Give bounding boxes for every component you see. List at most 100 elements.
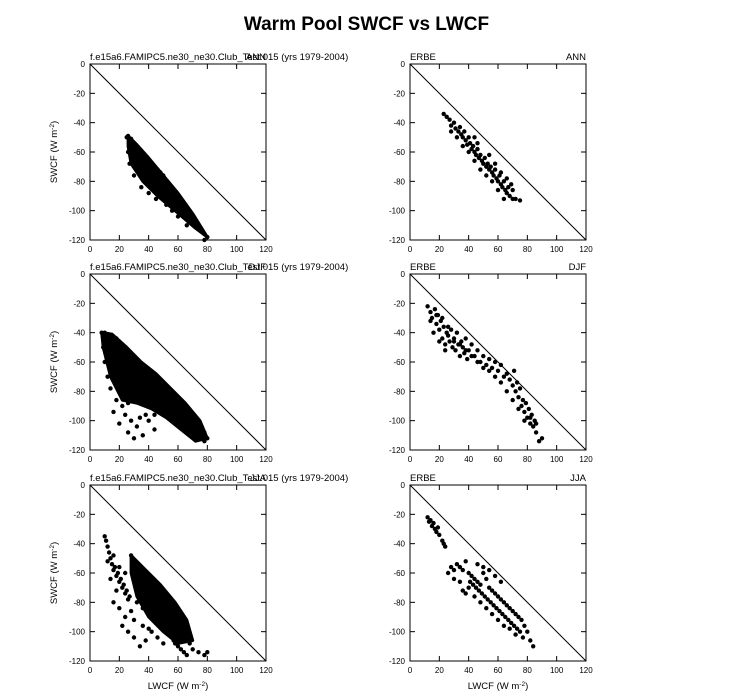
data-point (481, 161, 486, 166)
data-point (131, 436, 137, 441)
data-point (184, 424, 189, 429)
data-point (467, 579, 473, 584)
data-point (187, 409, 192, 415)
data-point (181, 412, 187, 417)
data-point (460, 588, 465, 593)
data-point (443, 342, 448, 347)
data-point (509, 620, 514, 626)
y-axis-label-exponent: -2 (49, 124, 56, 130)
panel-season-label: ANN (246, 52, 266, 63)
data-point (478, 600, 483, 605)
data-point (167, 412, 172, 417)
data-point (463, 348, 468, 353)
data-point (434, 321, 439, 327)
x-tick-label: 120 (259, 455, 273, 464)
x-tick-label: 120 (579, 245, 593, 254)
y-tick-label: -60 (393, 358, 405, 367)
data-point (161, 400, 166, 406)
data-point (487, 585, 492, 590)
y-tick-label: -60 (393, 148, 405, 157)
panel-left-label: ERBE (410, 473, 436, 484)
x-tick-label: 80 (203, 245, 212, 254)
data-point (175, 214, 181, 219)
data-point (131, 380, 137, 385)
data-point (469, 342, 474, 347)
data-point (492, 167, 498, 172)
data-point (143, 638, 148, 643)
y-tick-label: -40 (73, 329, 85, 338)
data-point (498, 380, 504, 385)
y-axis-label-text: SWCF (W m (49, 551, 60, 604)
x-axis-label-exponent: -2 (519, 681, 525, 688)
data-point (187, 208, 192, 213)
data-point (425, 304, 430, 309)
data-point (124, 588, 129, 593)
y-tick-label: 0 (401, 270, 406, 279)
data-point (178, 208, 184, 213)
x-tick-label: 0 (88, 245, 93, 254)
x-tick-label: 20 (115, 666, 124, 675)
data-point (102, 359, 107, 365)
data-point (435, 525, 441, 530)
data-point (432, 307, 438, 312)
data-point (134, 374, 140, 379)
y-tick-label: -20 (73, 89, 85, 98)
data-point (161, 383, 166, 388)
data-point (482, 155, 487, 161)
y-tick-label: -60 (73, 358, 85, 367)
x-tick-label: 80 (203, 666, 212, 675)
one-to-one-line (89, 63, 267, 241)
panel-left-label: ERBE (410, 52, 436, 63)
data-point (495, 179, 501, 184)
data-point (131, 141, 137, 146)
data-point (517, 198, 523, 203)
data-point (445, 570, 451, 576)
figure-title: Warm Pool SWCF vs LWCF (243, 14, 490, 35)
data-point (149, 185, 154, 190)
data-point (202, 231, 207, 237)
x-tick-label: 20 (115, 245, 124, 254)
data-point (134, 424, 140, 429)
data-point (454, 330, 460, 335)
y-axis-label: SWCF (W m-2) (49, 542, 61, 604)
data-point (112, 564, 118, 570)
data-point (178, 400, 184, 406)
data-point (123, 614, 128, 620)
data-point (128, 351, 134, 356)
x-tick-label: 100 (550, 666, 564, 675)
data-point (123, 345, 128, 350)
data-point (137, 415, 143, 420)
data-point (131, 173, 137, 178)
data-point (158, 623, 163, 628)
data-point (120, 342, 125, 347)
data-point (193, 427, 198, 432)
data-point (199, 229, 204, 234)
data-point (152, 164, 157, 169)
data-point (190, 220, 195, 225)
data-point (503, 614, 508, 620)
data-point (451, 576, 457, 582)
data-point (108, 386, 113, 391)
data-point (114, 336, 119, 341)
data-point (137, 644, 143, 649)
data-point (190, 430, 195, 435)
data-point (155, 190, 160, 196)
y-tick-label: -80 (393, 177, 405, 186)
data-point (155, 406, 160, 412)
data-point (489, 588, 495, 593)
data-point (178, 418, 184, 423)
data-point (131, 164, 137, 169)
data-point (457, 342, 463, 347)
panel-season-label: DJF (249, 262, 267, 273)
data-point (168, 185, 173, 190)
data-point (131, 617, 137, 623)
data-point (507, 626, 512, 631)
data-point (102, 534, 107, 539)
data-point (140, 362, 145, 368)
data-point (158, 170, 163, 175)
data-point (463, 138, 468, 143)
data-point (531, 644, 536, 649)
data-point (469, 353, 474, 359)
data-point (105, 374, 110, 379)
data-point (172, 395, 178, 400)
